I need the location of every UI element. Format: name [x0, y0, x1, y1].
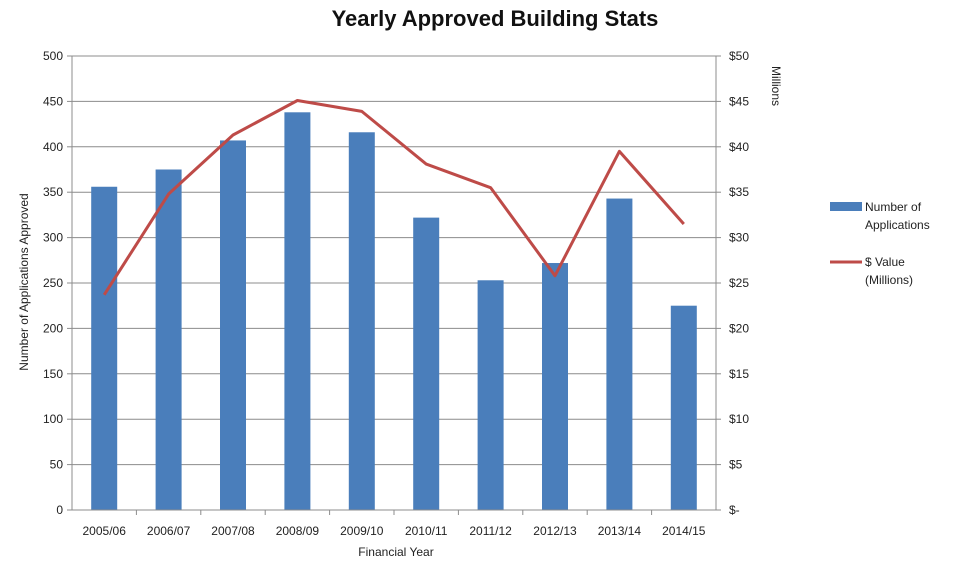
- y2-tick-label: $30: [729, 231, 749, 245]
- y2-tick-label: $15: [729, 367, 749, 381]
- line-series: [104, 100, 684, 295]
- y2-tick-label: $-: [729, 503, 740, 517]
- value-line: [104, 100, 684, 294]
- bar: [220, 140, 246, 510]
- y-tick-label: 450: [43, 94, 63, 108]
- y-tick-label: 200: [43, 321, 63, 335]
- x-tick-label: 2008/09: [276, 524, 320, 538]
- y2-tick-label: $45: [729, 94, 749, 108]
- x-tick-label: 2010/11: [405, 524, 448, 538]
- x-tick-label: 2007/08: [211, 524, 255, 538]
- legend-label: Applications: [865, 218, 930, 232]
- bar: [284, 112, 310, 510]
- y2-tick-label: $35: [729, 185, 749, 199]
- legend: Number of Applications $ Value (Millions): [830, 200, 930, 287]
- y-tick-label: 50: [50, 458, 64, 472]
- y2-tick-label: $20: [729, 321, 749, 335]
- x-tick-label: 2009/10: [340, 524, 384, 538]
- x-tick-label: 2006/07: [147, 524, 191, 538]
- y2-tick-label: $25: [729, 276, 749, 290]
- bar: [478, 280, 504, 510]
- bar: [542, 263, 568, 510]
- y-tick-label: 400: [43, 140, 63, 154]
- y-tick-label: 100: [43, 412, 63, 426]
- x-tick-label: 2011/12: [469, 524, 512, 538]
- legend-label: Number of: [865, 200, 922, 214]
- legend-label: (Millions): [865, 273, 913, 287]
- y-tick-label: 350: [43, 185, 63, 199]
- x-tick-label: 2013/14: [598, 524, 642, 538]
- y2-tick-label: $40: [729, 140, 749, 154]
- y-tick-label: 300: [43, 231, 63, 245]
- chart-title: Yearly Approved Building Stats: [332, 6, 659, 31]
- y2-tick-label: $5: [729, 458, 743, 472]
- legend-swatch-bar: [830, 202, 862, 211]
- bar: [413, 218, 439, 510]
- legend-label: $ Value: [865, 255, 905, 269]
- y2-tick-label: $50: [729, 49, 749, 63]
- bar: [349, 132, 375, 510]
- bar: [156, 170, 182, 511]
- y-tick-label: 0: [56, 503, 63, 517]
- bar: [671, 306, 697, 510]
- bar: [606, 199, 632, 510]
- y-tick-label: 250: [43, 276, 63, 290]
- bar-series: [91, 112, 697, 510]
- y-tick-label: 500: [43, 49, 63, 63]
- y2-axis-title: Millions: [769, 66, 783, 106]
- bar: [91, 187, 117, 510]
- x-axis-title: Financial Year: [358, 545, 433, 559]
- y-axis-title: Number of Applications Approved: [17, 193, 31, 370]
- x-tick-label: 2014/15: [662, 524, 706, 538]
- y2-tick-label: $10: [729, 412, 749, 426]
- y-tick-label: 150: [43, 367, 63, 381]
- x-tick-label: 2012/13: [533, 524, 577, 538]
- x-tick-label: 2005/06: [83, 524, 127, 538]
